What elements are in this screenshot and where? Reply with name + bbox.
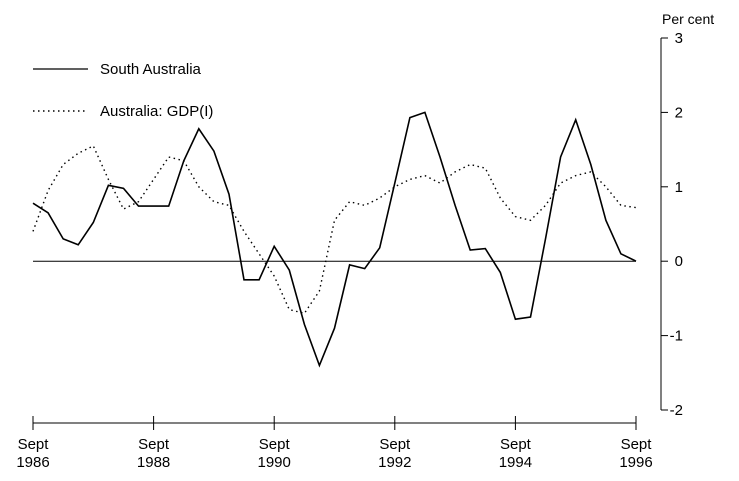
y-tick-label: 2 bbox=[675, 104, 683, 121]
y-tick-label: -2 bbox=[670, 402, 683, 419]
legend-label: Australia: GDP(I) bbox=[100, 103, 213, 120]
x-tick-label-year: 1994 bbox=[499, 454, 532, 471]
x-tick-label-year: 1990 bbox=[258, 454, 291, 471]
x-tick-label-month: Sept bbox=[138, 436, 170, 453]
legend: South Australia Australia: GDP(I) bbox=[33, 61, 213, 120]
x-tick-label-year: 1992 bbox=[378, 454, 411, 471]
y-tick-label: 3 bbox=[675, 30, 683, 47]
x-tick-label-month: Sept bbox=[500, 436, 532, 453]
x-tick-label-month: Sept bbox=[379, 436, 411, 453]
x-tick-label-year: 1996 bbox=[619, 454, 652, 471]
y-axis-unit-label: Per cent bbox=[662, 11, 714, 27]
x-tick-label-year: 1988 bbox=[137, 454, 170, 471]
y-tick-label: -1 bbox=[670, 328, 683, 345]
legend-label: South Australia bbox=[100, 61, 202, 78]
x-tick-label-month: Sept bbox=[621, 436, 653, 453]
series-line-australia-gdp bbox=[32, 144, 637, 315]
x-tick-label-month: Sept bbox=[259, 436, 291, 453]
y-tick-label: 0 bbox=[675, 253, 683, 270]
series-line-south-australia bbox=[32, 111, 637, 368]
x-tick-label-year: 1986 bbox=[16, 454, 49, 471]
x-tick-label-month: Sept bbox=[18, 436, 50, 453]
y-tick-label: 1 bbox=[675, 179, 683, 196]
